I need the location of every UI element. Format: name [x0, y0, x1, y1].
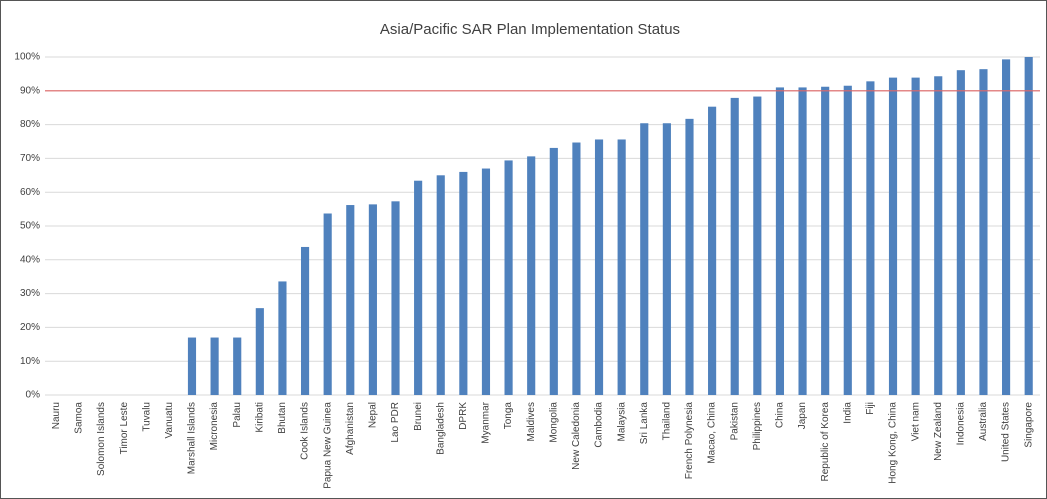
x-tick-label: Timor Leste: [119, 402, 130, 455]
x-tick-label: Solomon Islands: [96, 402, 107, 476]
x-tick-label: Japan: [797, 402, 808, 429]
bar: [233, 337, 242, 395]
y-tick-label: 30%: [20, 288, 40, 299]
y-tick-label: 60%: [20, 187, 40, 198]
x-tick-label: Sri Lanka: [639, 402, 650, 445]
x-tick-label: Cook Islands: [300, 402, 311, 460]
x-tick-label: China: [775, 402, 786, 429]
x-tick-label: Bangladesh: [435, 402, 446, 455]
x-tick-label: Vanuatu: [164, 402, 175, 439]
bar: [640, 123, 649, 396]
x-tick-label: DPRK: [458, 402, 469, 430]
bar: [481, 168, 491, 395]
x-tick-label: Kiribati: [254, 402, 265, 433]
y-tick-label: 20%: [20, 322, 40, 333]
y-tick-label: 40%: [20, 254, 40, 265]
bar: [323, 213, 332, 395]
x-tick-label: Micronesia: [209, 402, 220, 451]
x-tick-label: India: [842, 402, 853, 424]
x-tick-label: Thailand: [662, 402, 673, 440]
bar: [255, 308, 264, 395]
bar: [391, 201, 400, 395]
bar: [527, 156, 536, 395]
bar: [843, 85, 852, 395]
bar: [594, 139, 604, 395]
bar: [300, 246, 310, 395]
x-tick-label: Afghanistan: [345, 402, 356, 455]
bar: [821, 86, 830, 395]
x-tick-label: Pakistan: [729, 402, 740, 440]
bar: [753, 96, 762, 396]
x-tick-label: Cambodia: [594, 402, 605, 448]
y-tick-label: 70%: [20, 153, 40, 164]
bar: [888, 77, 898, 396]
x-tick-label: Australia: [978, 402, 989, 441]
bar: [572, 142, 581, 395]
x-tick-label: Viet nam: [910, 402, 921, 441]
y-tick-label: 100%: [14, 52, 40, 63]
bar: [730, 97, 739, 395]
bar: [934, 76, 943, 396]
x-tick-label: Marshall Islands: [187, 402, 198, 474]
x-tick-label: Brunei: [413, 402, 424, 431]
bar: [1024, 57, 1033, 395]
y-tick-label: 10%: [20, 356, 40, 367]
bar: [368, 204, 377, 395]
x-tick-label: Papua New Guinea: [322, 402, 333, 489]
bar: [436, 175, 445, 395]
y-tick-label: 80%: [20, 119, 40, 130]
x-tick-label: Philippines: [752, 402, 763, 450]
bar: [979, 69, 988, 395]
bar: [459, 171, 468, 395]
x-tick-label: Tonga: [503, 402, 514, 430]
bar: [662, 123, 671, 396]
bar: [911, 77, 920, 396]
bar: [210, 337, 219, 395]
x-tick-label: Samoa: [74, 402, 85, 434]
x-tick-label: Palau: [232, 402, 243, 428]
x-tick-label: Nepal: [368, 402, 379, 428]
bar: [414, 180, 423, 395]
bar: [798, 87, 807, 396]
bar: [775, 87, 785, 396]
x-tick-label: New Caledonia: [571, 402, 582, 470]
x-tick-label: Nauru: [51, 402, 62, 429]
x-tick-label: Myanmar: [481, 401, 492, 443]
x-tick-label: Republic of Korea: [820, 402, 831, 482]
bar: [504, 160, 513, 395]
bar: [549, 147, 558, 395]
bar: [685, 118, 694, 395]
bar: [866, 81, 875, 395]
x-tick-label: Macao, China: [707, 402, 718, 464]
bar: [278, 281, 287, 395]
bar: [617, 139, 626, 395]
x-tick-label: Lao PDR: [390, 402, 401, 443]
x-tick-label: Bhutan: [277, 402, 288, 434]
y-tick-label: 50%: [20, 221, 40, 232]
bar: [1002, 59, 1011, 396]
bar: [956, 70, 965, 395]
y-tick-label: 90%: [20, 85, 40, 96]
y-tick-label: 0%: [26, 390, 41, 401]
x-tick-label: French Polynesia: [684, 402, 695, 480]
x-tick-label: Fiji: [865, 402, 876, 415]
x-tick-label: Malaysia: [616, 402, 627, 442]
x-tick-label: United States: [1001, 402, 1012, 462]
x-tick-label: Maldives: [526, 402, 537, 441]
x-tick-label: New Zealand: [933, 402, 944, 461]
x-tick-label: Indonesia: [955, 402, 966, 446]
chart-title: Asia/Pacific SAR Plan Implementation Sta…: [380, 21, 680, 38]
x-tick-label: Hong Kong, China: [888, 402, 899, 484]
x-tick-label: Tuvalu: [141, 402, 152, 432]
bar: [708, 106, 717, 395]
bar: [187, 337, 197, 395]
bar: [346, 205, 355, 395]
x-tick-label: Singapore: [1023, 402, 1034, 448]
x-tick-label: Mongolia: [548, 402, 559, 443]
